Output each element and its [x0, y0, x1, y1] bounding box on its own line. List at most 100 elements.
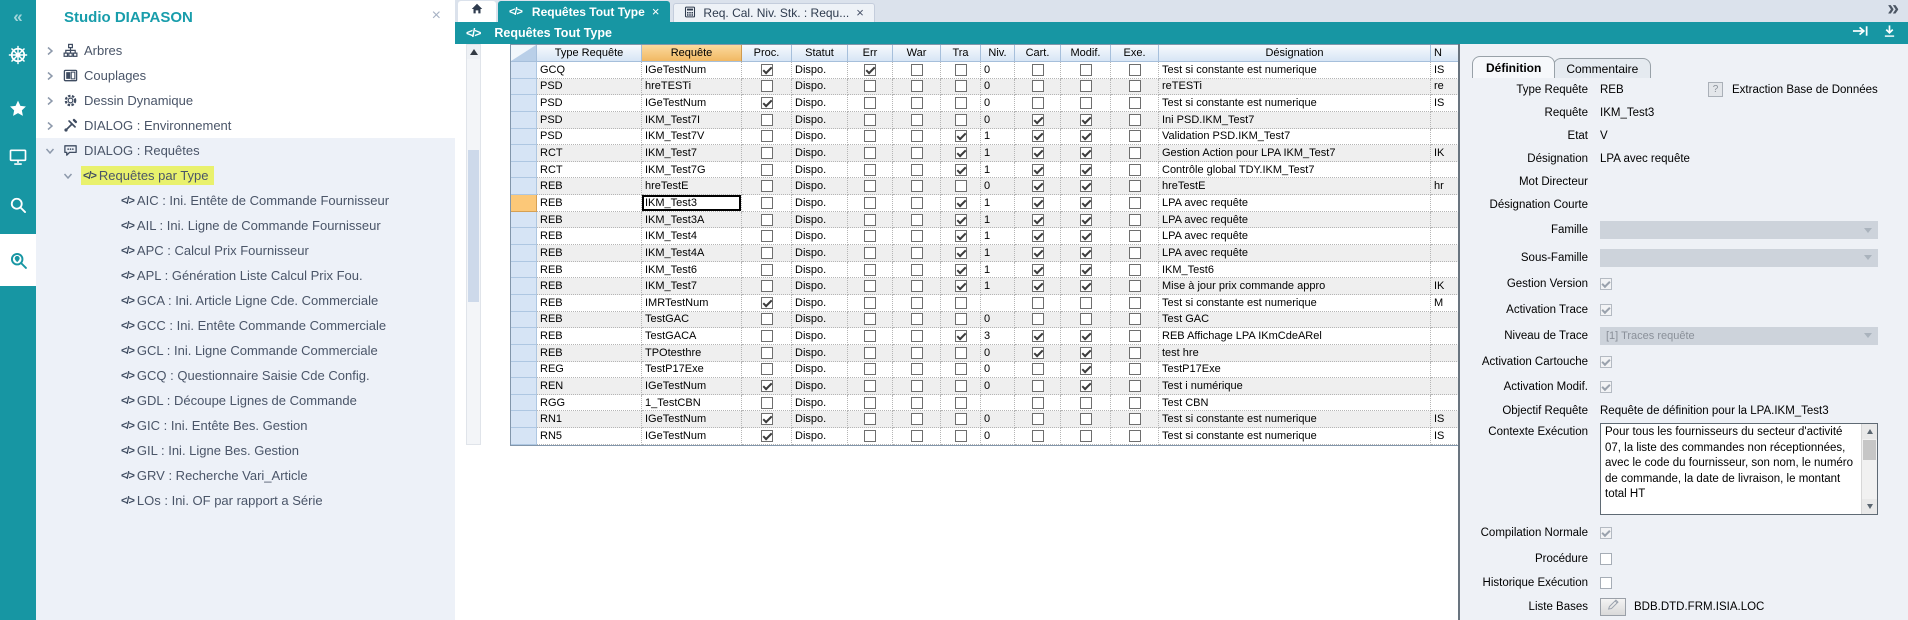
activation-trace-checkbox[interactable]: [1600, 303, 1612, 316]
cell-modif-checkbox[interactable]: [1061, 294, 1111, 312]
cell-proc-checkbox[interactable]: [742, 344, 792, 362]
cell-type[interactable]: PSD: [537, 111, 642, 129]
cell-designation[interactable]: Test si constante est numerique: [1159, 95, 1431, 112]
cell-tra-checkbox[interactable]: [941, 62, 981, 79]
cell-exe-checkbox[interactable]: [1111, 62, 1159, 79]
cell-proc-checkbox[interactable]: [742, 111, 792, 129]
cell-modif-checkbox[interactable]: [1061, 211, 1111, 229]
cart-checkbox[interactable]: [1031, 63, 1044, 76]
activation-cartouche-checkbox[interactable]: [1600, 356, 1612, 368]
cell-statut[interactable]: Dispo.: [792, 428, 848, 445]
cell-tra-checkbox[interactable]: [941, 211, 981, 229]
tree-item-gdl[interactable]: </> GDL : Découpe Lignes de Commande: [36, 388, 455, 413]
cell-err-checkbox[interactable]: [848, 128, 893, 146]
grid-row[interactable]: REB TestGACA Dispo. 3 REB Affichage LPA IKmC…: [511, 328, 1459, 345]
cell-tra-checkbox[interactable]: [941, 128, 981, 146]
modif-checkbox[interactable]: [1079, 379, 1092, 392]
row-selector[interactable]: [511, 261, 537, 279]
cell-exe-checkbox[interactable]: [1111, 145, 1159, 162]
row-selector[interactable]: [511, 245, 537, 262]
cell-tra-checkbox[interactable]: [941, 228, 981, 246]
cell-war-checkbox[interactable]: [893, 178, 941, 196]
cell-extra[interactable]: IS: [1431, 428, 1459, 445]
cart-checkbox[interactable]: [1031, 213, 1044, 226]
cell-war-checkbox[interactable]: [893, 145, 941, 162]
cell-statut[interactable]: Dispo.: [792, 411, 848, 429]
cell-niv[interactable]: 0: [981, 411, 1015, 429]
tree-item-dialog[interactable]: DIALOG : Environnement: [36, 113, 455, 138]
war-checkbox[interactable]: [910, 163, 923, 176]
cart-checkbox[interactable]: [1031, 130, 1044, 143]
search-icon[interactable]: [0, 184, 36, 226]
grid-row[interactable]: REB TPOtesthre Dispo. 0 test hre: [511, 344, 1459, 362]
cell-proc-checkbox[interactable]: [742, 394, 792, 412]
cell-tra-checkbox[interactable]: [941, 78, 981, 96]
modif-checkbox[interactable]: [1079, 296, 1092, 309]
exe-checkbox[interactable]: [1128, 413, 1141, 426]
exe-checkbox[interactable]: [1128, 230, 1141, 243]
cell-err-checkbox[interactable]: [848, 145, 893, 162]
cell-exe-checkbox[interactable]: [1111, 261, 1159, 279]
tra-checkbox[interactable]: [954, 246, 967, 259]
war-checkbox[interactable]: [910, 363, 923, 376]
war-checkbox[interactable]: [910, 429, 923, 442]
cell-niv[interactable]: 0: [981, 311, 1015, 329]
modif-checkbox[interactable]: [1079, 180, 1092, 193]
proc-checkbox[interactable]: [760, 63, 773, 76]
grid-row[interactable]: RN5 IGeTestNum Dispo. 0 Test si constante es…: [511, 428, 1459, 445]
chevron-right-icon[interactable]: [46, 96, 63, 106]
cell-modif-checkbox[interactable]: [1061, 178, 1111, 196]
cell-requete[interactable]: IKM_Test7I: [642, 111, 742, 129]
cell-err-checkbox[interactable]: [848, 378, 893, 395]
war-checkbox[interactable]: [910, 313, 923, 326]
cell-extra[interactable]: [1431, 311, 1459, 329]
cell-proc-checkbox[interactable]: [742, 428, 792, 445]
war-checkbox[interactable]: [910, 113, 923, 126]
exe-checkbox[interactable]: [1128, 97, 1141, 110]
cell-exe-checkbox[interactable]: [1111, 161, 1159, 179]
tab-close-icon[interactable]: ×: [651, 3, 660, 19]
scroll-up-arrow-icon[interactable]: [1862, 424, 1877, 439]
cell-niv[interactable]: 1: [981, 261, 1015, 279]
etat-value[interactable]: V: [1600, 129, 1608, 142]
cell-designation[interactable]: Ini PSD.IKM_Test7: [1159, 111, 1431, 129]
cell-extra[interactable]: [1431, 128, 1459, 146]
cell-type[interactable]: RCT: [537, 145, 642, 162]
tra-checkbox[interactable]: [954, 230, 967, 243]
tab-overflow-chevrons-icon[interactable]: »: [1887, 0, 1899, 20]
cart-checkbox[interactable]: [1031, 296, 1044, 309]
err-checkbox[interactable]: [864, 113, 876, 126]
cell-proc-checkbox[interactable]: [742, 294, 792, 312]
err-checkbox[interactable]: [864, 230, 876, 243]
exe-checkbox[interactable]: [1128, 213, 1141, 226]
famille-dropdown[interactable]: [1600, 221, 1878, 239]
tree-item-gcq[interactable]: </> GCQ : Questionnaire Saisie Cde Config…: [36, 363, 455, 388]
cell-extra[interactable]: IS: [1431, 411, 1459, 429]
cell-cart-checkbox[interactable]: [1015, 178, 1061, 196]
cell-proc-checkbox[interactable]: [742, 195, 792, 212]
cell-tra-checkbox[interactable]: [941, 261, 981, 279]
cell-exe-checkbox[interactable]: [1111, 245, 1159, 262]
cell-err-checkbox[interactable]: [848, 328, 893, 345]
cell-statut[interactable]: Dispo.: [792, 328, 848, 345]
cell-modif-checkbox[interactable]: [1061, 378, 1111, 395]
cell-cart-checkbox[interactable]: [1015, 428, 1061, 445]
cell-type[interactable]: REN: [537, 378, 642, 395]
tra-checkbox[interactable]: [954, 396, 967, 409]
cell-proc-checkbox[interactable]: [742, 411, 792, 429]
proc-checkbox[interactable]: [760, 80, 773, 93]
cell-requete[interactable]: IKM_Test3A: [642, 211, 742, 229]
row-selector[interactable]: [511, 328, 537, 345]
cart-checkbox[interactable]: [1031, 80, 1044, 93]
cell-requete[interactable]: IKM_Test6: [642, 261, 742, 279]
row-selector[interactable]: [511, 278, 537, 295]
cell-modif-checkbox[interactable]: [1061, 261, 1111, 279]
tra-checkbox[interactable]: [954, 413, 967, 426]
cart-checkbox[interactable]: [1031, 263, 1044, 276]
cell-err-checkbox[interactable]: [848, 261, 893, 279]
war-checkbox[interactable]: [910, 196, 923, 209]
cell-exe-checkbox[interactable]: [1111, 311, 1159, 329]
cell-cart-checkbox[interactable]: [1015, 195, 1061, 212]
cell-niv[interactable]: 1: [981, 228, 1015, 246]
cell-requete[interactable]: hreTESTi: [642, 78, 742, 96]
